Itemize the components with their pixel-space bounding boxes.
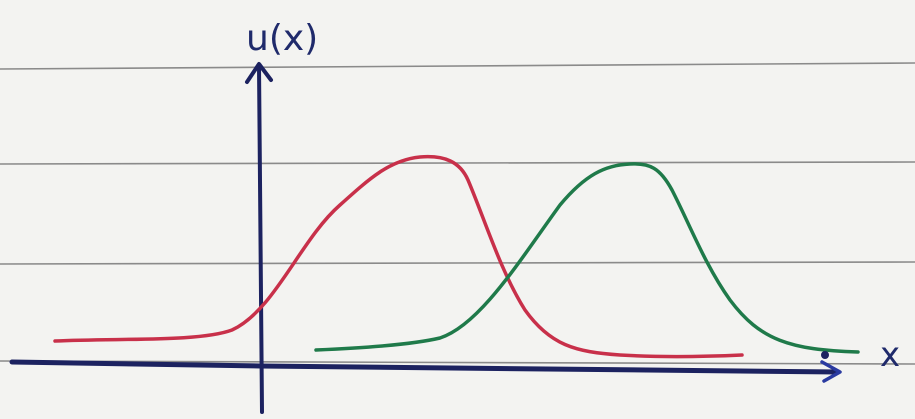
x-axis-label: x [880, 335, 900, 375]
y-axis-label: u(x) [246, 18, 318, 59]
paper [0, 0, 915, 419]
dot [821, 351, 829, 359]
page: u(x) x (() => { const data = JSON.parse(… [0, 0, 915, 419]
sketch: u(x) x [0, 0, 915, 419]
